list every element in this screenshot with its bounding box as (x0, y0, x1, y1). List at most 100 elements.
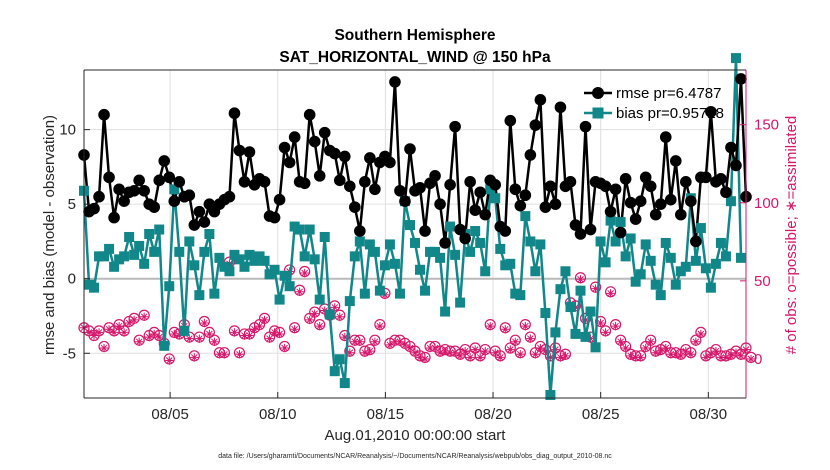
obs-assimilated-point (551, 345, 560, 354)
rmse-point (720, 186, 732, 199)
bias-point (535, 239, 546, 250)
rmse-point (133, 174, 145, 187)
bias-point (640, 239, 651, 250)
bias-point (259, 255, 270, 266)
rmse-point (168, 195, 181, 207)
bias-point (630, 276, 641, 287)
bias-point (89, 282, 100, 293)
rmse-point (273, 193, 286, 206)
rmse-point (715, 173, 727, 185)
bias-point (605, 215, 616, 226)
obs-assimilated-point (626, 351, 635, 361)
rmse-point (198, 216, 211, 228)
rmse-point (283, 156, 296, 169)
rmse-point (318, 126, 331, 139)
bias-point (680, 261, 691, 272)
rmse-point (735, 73, 747, 85)
obs-assimilated-point (736, 351, 746, 361)
x-tick-label: 08/10 (259, 406, 297, 423)
obs-assimilated-point (621, 343, 630, 353)
obs-assimilated-point (124, 318, 134, 328)
rmse-point (569, 219, 582, 231)
obs-assimilated-point (476, 353, 485, 362)
obs-assimilated-point (516, 350, 525, 359)
bias-point (545, 390, 556, 401)
rmse-point (654, 198, 667, 210)
obs-assimilated-point (360, 348, 370, 357)
obs-assimilated-point (215, 350, 224, 359)
bias-point (179, 325, 190, 336)
obs-assimilated-point (139, 312, 149, 321)
y-tick-label: 5 (68, 196, 76, 213)
rmse-point (680, 176, 692, 188)
obs-assimilated-point (195, 334, 204, 343)
obs-assimilated-point (721, 353, 731, 362)
obs-assimilated-point (455, 351, 465, 361)
rmse-point (614, 226, 627, 239)
rmse-point (298, 177, 311, 190)
obs-assimilated-point (400, 340, 410, 350)
y-tick-label: 0 (68, 271, 76, 288)
bias-point (510, 288, 521, 299)
rmse-point (599, 180, 612, 193)
obs-assimilated-point (114, 321, 124, 331)
obs-assimilated-point (521, 321, 530, 331)
obs-assimilated-point (646, 337, 655, 346)
rmse-point (303, 108, 316, 121)
rmse-point (163, 171, 176, 184)
rmse-point (238, 176, 251, 188)
bias-point (104, 243, 115, 254)
bias-point (264, 269, 275, 280)
obs-assimilated-point (245, 331, 254, 340)
obs-assimilated-point (210, 337, 219, 346)
bias-point (354, 236, 365, 247)
obs-assimilated-point (430, 343, 440, 353)
rmse-point (459, 232, 471, 245)
obs-assimilated-point (340, 332, 349, 342)
bias-point (530, 266, 541, 277)
bias-point (84, 279, 95, 290)
x-axis-label: Aug.01,2010 00:00:00 start (325, 427, 507, 444)
rmse-point (584, 223, 597, 236)
obs-assimilated-point (576, 275, 585, 284)
obs-assimilated-point (84, 328, 94, 337)
rmse-point (659, 131, 672, 143)
obs-assimilated-point (240, 331, 249, 340)
bias-point (585, 306, 596, 317)
obs-assimilated-point (280, 343, 289, 353)
rmse-point (313, 170, 326, 182)
bias-point (254, 251, 265, 262)
rmse-point (644, 180, 657, 193)
bias-point (359, 288, 370, 299)
legend-marker-rmse (592, 87, 604, 99)
obs-assimilated-point (375, 321, 385, 331)
bias-point (394, 288, 405, 299)
bias-point (294, 224, 305, 235)
bias-point (705, 282, 716, 293)
obs-assimilated-point (345, 348, 354, 357)
bias-point (500, 260, 511, 271)
obs-assimilated-point (305, 315, 314, 325)
obs-assimilated-point (676, 351, 685, 361)
obs-assimilated-point (175, 331, 184, 340)
obs-assimilated-point (300, 268, 309, 278)
rmse-point (619, 173, 632, 185)
obs-assimilated-point (405, 343, 415, 353)
bias-point (284, 281, 295, 292)
obs-assimilated-point (696, 329, 706, 339)
obs-assimilated-point (601, 328, 610, 337)
obs-assimilated-point (94, 328, 104, 337)
bias-point (555, 284, 566, 295)
bias-point (735, 252, 746, 263)
obs-assimilated-point (445, 348, 455, 357)
obs-assimilated-point (185, 334, 194, 343)
obs-assimilated-point (415, 353, 425, 362)
obs-assimilated-point (250, 325, 259, 334)
plot-background (84, 70, 746, 398)
rmse-point (193, 205, 206, 218)
y-right-tick-label: 150 (754, 117, 779, 134)
obs-assimilated-point (641, 343, 650, 353)
bias-point (309, 254, 320, 265)
bias-point (720, 251, 731, 262)
